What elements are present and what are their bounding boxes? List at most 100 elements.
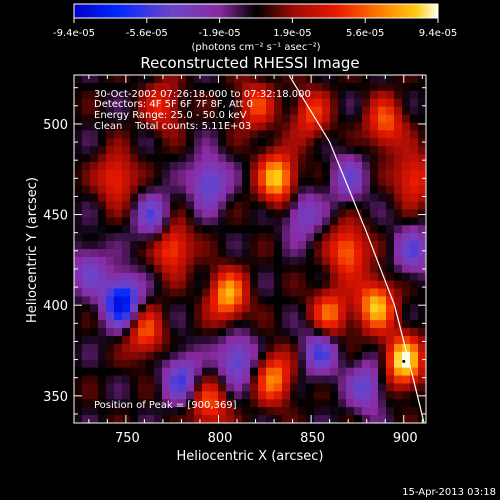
heatmap-cell — [250, 146, 259, 155]
heatmap-cell — [138, 75, 147, 84]
heatmap-cell — [362, 130, 371, 139]
heatmap-cell — [218, 272, 227, 282]
heatmap-cell — [90, 249, 99, 258]
heatmap-cell — [178, 375, 187, 384]
heatmap-cell — [98, 320, 107, 329]
heatmap-cell — [322, 312, 331, 321]
heatmap-cell — [386, 217, 395, 226]
heatmap-cell — [330, 391, 339, 400]
heatmap-cell — [410, 343, 419, 353]
heatmap-cell — [354, 272, 363, 282]
heatmap-cell — [338, 407, 347, 416]
heatmap-cell — [170, 256, 179, 266]
heatmap-cell — [210, 114, 219, 123]
heatmap-cell — [322, 162, 331, 171]
heatmap-cell — [130, 264, 139, 274]
heatmap-cell — [322, 241, 331, 250]
heatmap-cell — [250, 415, 259, 423]
heatmap-cell — [186, 122, 195, 131]
heatmap-cell — [218, 241, 227, 250]
heatmap-cell — [138, 114, 147, 123]
heatmap-cell — [298, 201, 307, 210]
heatmap-cell — [330, 415, 339, 423]
heatmap-cell — [146, 399, 155, 408]
heatmap-cell — [74, 154, 83, 163]
heatmap-cell — [106, 146, 115, 155]
heatmap-cell — [194, 336, 203, 345]
heatmap-cell — [90, 272, 99, 282]
heatmap-cell — [210, 328, 219, 337]
heatmap-cell — [394, 264, 403, 274]
heatmap-cell — [90, 312, 99, 321]
heatmap-cell — [274, 312, 283, 321]
heatmap-cell — [194, 209, 203, 218]
heatmap-cell — [338, 130, 347, 139]
colorbar-tick-5: 9.4e-05 — [419, 28, 457, 39]
heatmap-cell — [370, 130, 379, 139]
heatmap-cell — [274, 114, 283, 123]
heatmap-cell — [146, 201, 155, 210]
y-axis-label: Heliocentric Y (arcsec) — [25, 177, 40, 323]
heatmap-cell — [330, 209, 339, 218]
heatmap-cell — [178, 177, 187, 187]
heatmap-cell — [234, 122, 243, 131]
heatmap-cell — [98, 98, 107, 108]
heatmap-cell — [186, 343, 195, 353]
heatmap-cell — [218, 233, 227, 242]
heatmap-cell — [266, 146, 275, 155]
heatmap-cell — [106, 367, 115, 376]
heatmap-cell — [194, 280, 203, 289]
heatmap-cell — [338, 90, 347, 100]
heatmap-cell — [226, 193, 235, 202]
heatmap-cell — [74, 75, 83, 84]
heatmap-cell — [346, 304, 355, 313]
heatmap-cell — [314, 225, 323, 234]
heatmap-cell — [258, 193, 267, 202]
heatmap-cell — [290, 288, 299, 297]
heatmap-cell — [194, 312, 203, 321]
heatmap-cell — [90, 82, 99, 92]
heatmap-cell — [330, 130, 339, 139]
heatmap-cell — [218, 201, 227, 210]
heatmap-cell — [162, 209, 171, 218]
heatmap-cell — [378, 375, 387, 384]
heatmap-cell — [418, 169, 426, 179]
heatmap-cell — [274, 359, 283, 369]
x-axis-label: Heliocentric X (arcsec) — [177, 449, 324, 464]
heatmap-cell — [266, 256, 275, 266]
heatmap-cell — [178, 343, 187, 353]
heatmap-cell — [114, 343, 123, 353]
heatmap-cell — [354, 233, 363, 242]
heatmap-cell — [98, 399, 107, 408]
heatmap-cell — [386, 193, 395, 202]
heatmap-cell — [90, 209, 99, 218]
heatmap-cell — [130, 217, 139, 226]
heatmap-cell — [338, 312, 347, 321]
heatmap-cell — [298, 407, 307, 416]
heatmap-cell — [146, 328, 155, 337]
heatmap-cell — [146, 272, 155, 282]
heatmap-cell — [418, 114, 426, 123]
heatmap-cell — [170, 201, 179, 210]
heatmap-cell — [98, 375, 107, 384]
heatmap-cell — [410, 98, 419, 108]
heatmap-cell — [402, 280, 411, 289]
heatmap-cell — [258, 75, 267, 84]
heatmap-cell — [362, 138, 371, 147]
heatmap-cell — [218, 209, 227, 218]
heatmap-cell — [298, 241, 307, 250]
heatmap-cell — [98, 106, 107, 115]
heatmap-cell — [266, 272, 275, 282]
heatmap-cell — [74, 343, 83, 353]
heatmap-cell — [178, 399, 187, 408]
heatmap-cell — [226, 312, 235, 321]
heatmap-cell — [338, 367, 347, 376]
heatmap-cell — [82, 75, 91, 84]
heatmap-cell — [298, 391, 307, 400]
colorbar-ticks — [73, 18, 439, 23]
heatmap-cell — [90, 122, 99, 131]
heatmap-cell — [322, 343, 331, 353]
heatmap-cell — [314, 82, 323, 92]
heatmap-cell — [106, 169, 115, 179]
heatmap-cell — [290, 280, 299, 289]
